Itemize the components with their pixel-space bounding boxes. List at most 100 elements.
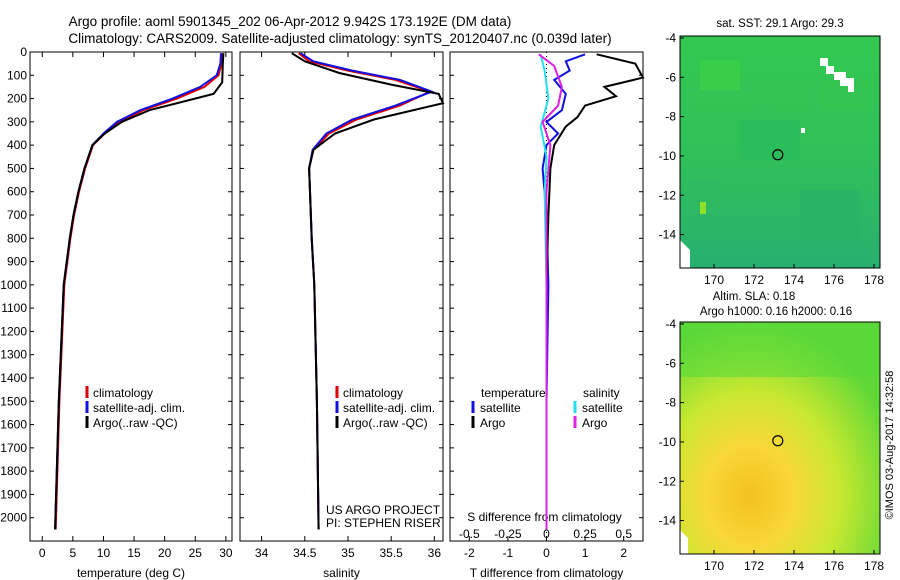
y-tick-label: 400 [7,138,27,152]
x-tick-label: 176 [824,273,844,287]
series-line-3 [54,53,225,530]
y-tick-label: 0 [20,45,27,59]
y-tick-label: -4 [665,31,676,45]
sst-missing-data [834,72,846,80]
x-tick-label: 25 [189,546,203,560]
x-tick-label: 178 [864,559,884,573]
x-tick-label: 170 [704,559,724,573]
x-tick-label: 170 [704,273,724,287]
y-tick-label: 1100 [1,301,27,315]
profile-panel-2: 34 34.5 35 35.5 36 salinity climatologysatelli… [239,51,445,580]
x-tick-label: 2 [620,546,627,560]
y-tick-label: 1900 [0,487,27,501]
y-tick-label: 500 [7,161,27,175]
x-tick-label: 20 [158,546,172,560]
x-tick-label: 35.5 [379,546,403,560]
y-tick-label: -14 [659,228,677,242]
x-axis-label: T difference from climatology [470,566,624,580]
x-axis-label2: S difference from climatology [467,510,622,524]
map-title: Altim. SLA: 0.18 [713,291,795,303]
x-tick-label: 15 [127,546,141,560]
panel-frame [29,51,233,542]
y-tick-label: -12 [659,188,677,202]
x-tick-label: 5 [70,546,77,560]
map-frame [679,321,881,555]
sst-patch [700,60,740,90]
x-tick2-label: 0.25 [573,527,597,541]
sst-missing-data [840,78,854,86]
legend-label: satellite [582,401,623,415]
x-tick-label: 1 [582,546,589,560]
y-tick-label: 1700 [0,441,27,455]
land-mask [680,530,688,554]
x-tick-label: 30 [219,546,233,560]
y-tick-label: 1600 [0,418,27,432]
x-tick-label: 0 [39,546,46,560]
x-axis-label: temperature (deg C) [77,566,185,580]
sla-band [680,322,880,377]
y-tick-label: 1400 [0,371,27,385]
legend-title: salinity [583,386,620,400]
legend-title: temperature [481,386,546,400]
y-tick-label: -4 [665,317,676,331]
map-title: sat. SST: 29.1 Argo: 29.3 [716,18,843,30]
legend-label: Argo(..raw -QC) [343,416,428,430]
x-tick-label: 34 [255,546,269,560]
y-tick-label: 700 [7,208,27,222]
x-tick2-label: -0.5 [459,527,480,541]
series-line-3 [291,52,445,530]
legend-label: satellite [480,401,521,415]
header-line1: Argo profile: aoml 5901345_202 06-Apr-20… [69,14,512,29]
map-subtitle: Argo h1000: 0.16 h2000: 0.16 [700,306,852,318]
annotation-line: PI: STEPHEN RISER [326,516,441,530]
sst-warm-spot [700,202,706,214]
y-tick-label: -6 [665,70,676,84]
sst-missing-data [801,128,805,133]
x-tick-label: 174 [784,273,804,287]
x-tick-label: 10 [97,546,111,560]
x-tick-label: 34.5 [293,546,317,560]
legend-label: climatology [93,386,153,400]
y-tick-label: 600 [7,185,27,199]
panel-frame [239,51,444,542]
y-tick-label: 1200 [0,324,27,338]
argo-location-marker [772,435,784,447]
x-tick-label: 0 [543,546,550,560]
y-tick-label: 1300 [0,348,27,362]
map-frame [679,35,881,269]
y-tick-label: -8 [665,396,676,410]
legend-label: Argo [582,416,608,430]
x-tick-label: 36 [428,546,442,560]
legend-label: satellite-adj. clim. [93,401,185,415]
x-tick2-label: 0.5 [615,527,632,541]
sst-missing-data [826,66,834,74]
map-panel-2: 170 172 174 176 178 -4 -6 -8 -10 -12 -14 Altim. SLA… [659,291,885,573]
x-tick2-label: 0 [543,527,550,541]
y-tick-label: -14 [659,514,677,528]
y-tick-label: 200 [7,92,27,106]
legend-label: Argo(..raw -QC) [93,416,178,430]
x-tick-label: -1 [503,546,514,560]
sst-missing-data [848,84,854,92]
x-tick2-label: -0.25 [494,527,522,541]
y-tick-label: -12 [659,474,677,488]
profile-panel-1: 0 5 10 15 20 25 30 temperature (deg C) 0 100 200 30… [0,45,233,580]
sst-patch [800,190,860,240]
y-tick-label: 1800 [0,464,27,478]
y-tick-label: 1000 [0,278,27,292]
map-panel-1: 170 172 174 176 178 -4 -6 -8 -10 -12 -14 sat. SST: … [659,18,885,287]
y-tick-label: 1500 [0,394,27,408]
x-tick-label: 172 [744,559,764,573]
header-line2: Climatology: CARS2009. Satellite-adjuste… [68,31,611,46]
y-tick-label: -10 [659,149,677,163]
y-tick-label: 300 [7,115,27,129]
y-tick-label: 900 [7,255,27,269]
legend-label: satellite-adj. clim. [343,401,435,415]
x-axis-label: salinity [323,566,360,580]
x-tick-label: 178 [864,273,884,287]
x-tick-label: 174 [784,559,804,573]
legend-label: Argo [480,416,506,430]
x-tick-label: 176 [824,559,844,573]
